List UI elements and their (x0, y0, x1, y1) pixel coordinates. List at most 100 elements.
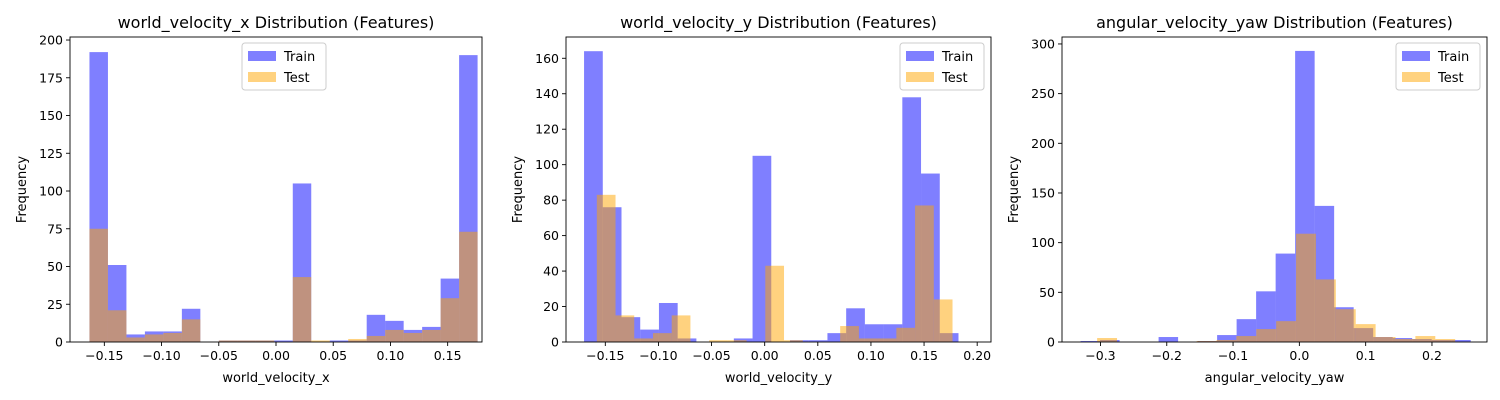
bar-test (634, 338, 653, 342)
x-tick-label: 0.00 (262, 348, 290, 363)
bar-test (1395, 339, 1416, 342)
bar-test (727, 340, 747, 342)
bar-test (1335, 309, 1356, 342)
y-axis-label: Frequency (1007, 156, 1022, 223)
bar-test (1315, 279, 1336, 342)
y-tick-label: 125 (39, 146, 63, 161)
legend-label-train: Train (941, 50, 973, 65)
series-test (89, 228, 478, 342)
bar-train (733, 338, 753, 342)
y-tick-label: 100 (39, 184, 63, 199)
bar-test (144, 334, 164, 342)
x-tick-label: −0.15 (586, 348, 624, 363)
axes-frame (1061, 36, 1488, 343)
y-tick-label: 60 (543, 228, 559, 243)
bar-train (1217, 335, 1237, 342)
bar-test (385, 329, 404, 342)
bar-test (709, 340, 728, 342)
x-tick-label: 0.05 (319, 348, 347, 363)
x-tick-label: −0.3 (1085, 348, 1115, 363)
series-test (1097, 233, 1456, 342)
legend-label-train: Train (1437, 50, 1469, 65)
bar-test (255, 340, 275, 342)
y-tick-label: 250 (1031, 86, 1055, 101)
legend-swatch-test (1402, 72, 1430, 82)
bar-train (366, 314, 386, 342)
bar-test (1355, 324, 1376, 342)
x-tick-label: 0.20 (963, 348, 991, 363)
bar-train (1158, 337, 1179, 342)
bar-test (218, 340, 238, 342)
bar-test (765, 265, 785, 342)
bar-test (596, 194, 616, 342)
bar-test (1196, 341, 1217, 342)
bar-train (1451, 340, 1471, 342)
chart-panel-2: −0.15 −0.10 −0.05 0.00 0.05 0.10 0.15 0.20 0 20 40… (511, 13, 992, 386)
legend-swatch-train (906, 51, 934, 61)
bar-test (1256, 329, 1277, 342)
x-tick-label: 0.15 (434, 348, 462, 363)
chart-panel-3: −0.3 −0.2 −0.1 0.0 0.1 0.2 0 50 100 150 200 250 300 a… (1007, 13, 1488, 386)
legend-swatch-test (248, 72, 276, 82)
axes-frame (565, 36, 992, 343)
bar-test (1435, 339, 1456, 342)
y-tick-label: 80 (543, 193, 559, 208)
y-tick-label: 200 (39, 33, 63, 48)
bar-test (237, 340, 256, 342)
y-tick-label: 75 (47, 221, 63, 236)
bar-test (107, 310, 127, 342)
legend-swatch-train (1402, 51, 1430, 61)
legend-label-test: Test (283, 71, 310, 86)
bar-test (1375, 337, 1396, 342)
chart-title: world_velocity_y Distribution (Features) (620, 13, 937, 33)
y-tick-label: 100 (535, 157, 559, 172)
x-tick-label: 0.1 (1356, 348, 1376, 363)
y-axis-label: Frequency (511, 156, 526, 223)
bar-test (858, 338, 878, 342)
bar-test (311, 340, 330, 342)
bar-test (163, 332, 182, 342)
x-tick-label: 0.10 (857, 348, 885, 363)
legend: Train Test (1395, 42, 1481, 91)
bar-train (808, 340, 828, 342)
bar-train (827, 333, 847, 342)
x-tick-label: 0.15 (910, 348, 938, 363)
y-tick-label: 200 (1031, 136, 1055, 151)
bar-test (1216, 340, 1237, 342)
bar-test (652, 333, 672, 342)
series-test (596, 194, 953, 342)
bar-train (864, 324, 884, 342)
legend-label-test: Test (1437, 71, 1464, 86)
bar-test (422, 329, 441, 342)
y-tick-label: 0 (55, 335, 63, 350)
bar-test (126, 337, 145, 342)
bar-test (915, 205, 934, 342)
bar-test (784, 340, 803, 342)
x-tick-label: 0.2 (1422, 348, 1442, 363)
y-tick-label: 0 (1047, 335, 1055, 350)
bar-test (1236, 336, 1257, 342)
bar-test (1097, 338, 1118, 342)
x-axis-label: world_velocity_y (725, 371, 833, 386)
y-tick-label: 100 (1031, 235, 1055, 250)
y-axis-label: Frequency (15, 156, 30, 223)
y-tick-label: 50 (47, 259, 63, 274)
bar-train (1080, 341, 1101, 342)
x-tick-label: −0.10 (142, 348, 180, 363)
chart-title: world_velocity_x Distribution (Features) (118, 13, 435, 33)
bar-test (877, 338, 897, 342)
bar-test (366, 335, 386, 342)
x-tick-label: −0.2 (1152, 348, 1182, 363)
bar-test (89, 228, 108, 342)
x-tick-label: −0.05 (692, 348, 730, 363)
x-tick-label: −0.10 (639, 348, 677, 363)
bar-test (181, 319, 201, 342)
bar-test (1276, 321, 1297, 342)
bar-test (1415, 336, 1436, 342)
bar-test (1296, 233, 1316, 342)
bar-train (274, 340, 293, 342)
legend-label-train: Train (283, 50, 315, 65)
bar-train (329, 340, 349, 342)
chart-panel-1: −0.15 −0.10 −0.05 0.00 0.05 0.10 0.15 0 25 50 75 10… (15, 13, 483, 386)
